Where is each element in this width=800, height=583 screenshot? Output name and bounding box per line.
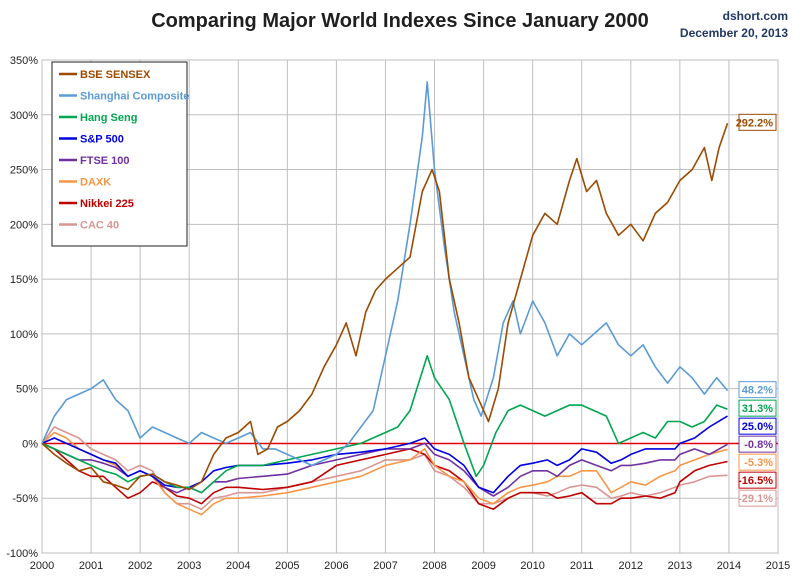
axes: -100% -50% 0% 50% 100% 150% 200% 250% 300% 350% 20… [6, 55, 790, 572]
source-date: December 20, 2013 [679, 26, 788, 40]
x-tick-label: 2001 [79, 560, 103, 572]
x-tick-label: 2003 [177, 560, 201, 572]
end-value-label: -16.5% [738, 475, 773, 487]
series-line-nikkei-225 [41, 442, 728, 511]
legend-box [51, 61, 188, 247]
x-tick-label: 2009 [471, 560, 495, 572]
end-label-box [738, 453, 777, 471]
end-label-box [738, 489, 777, 507]
x-tick-label: 2000 [30, 560, 54, 572]
x-tick-label: 2005 [275, 560, 299, 572]
x-tick-label: 2006 [324, 560, 348, 572]
x-tick-label: 2014 [717, 560, 741, 572]
y-tick-label: 300% [10, 110, 38, 122]
x-tick-label: 2002 [128, 560, 152, 572]
chart-title: Comparing Major World Indexes Since Janu… [151, 10, 649, 32]
source-block: dshort.com December 20, 2013 [680, 8, 788, 42]
y-tick-label: 250% [10, 165, 38, 177]
series-line-cac-40 [41, 426, 728, 511]
legend-entry: BSE SENSEX [80, 69, 151, 81]
x-tick-label: 2013 [668, 560, 692, 572]
legend-entry: S&P 500 [80, 134, 124, 146]
end-label-box [738, 381, 777, 399]
y-tick-label: 0% [22, 438, 38, 450]
series-lines [41, 81, 729, 516]
y-tick-label: 350% [10, 55, 38, 67]
end-label-box [738, 399, 777, 417]
legend-entry: Nikkei 225 [80, 198, 134, 210]
end-value-label: 31.3% [742, 403, 773, 415]
legend-entry: FTSE 100 [80, 155, 130, 167]
end-label-box [738, 471, 777, 489]
x-tick-label: 2015 [766, 560, 790, 572]
end-label-box [738, 435, 777, 453]
end-value-label: 48.2% [742, 385, 773, 397]
end-value-label: -5.3% [744, 457, 773, 469]
series-line-s-p-500 [41, 415, 728, 494]
end-value-label: 25.0% [742, 421, 773, 433]
series-line-bse-sensex [41, 123, 729, 491]
legend-entry: Hang Seng [80, 112, 137, 124]
legend-entry: CAC 40 [80, 220, 119, 232]
end-value-label: -29.1% [738, 493, 773, 505]
x-tick-label: 2004 [226, 560, 250, 572]
y-tick-label: -50% [12, 493, 38, 505]
y-tick-label: 150% [10, 274, 38, 286]
x-tick-label: 2008 [422, 560, 446, 572]
end-value-labels: 292.2% 48.2% 31.3% 25.0% -0.8% -5.3% -16.5% -29… [736, 113, 777, 507]
x-tick-label: 2012 [619, 560, 643, 572]
y-tick-label: 50% [16, 384, 38, 396]
legend-entry: DAXK [80, 177, 111, 189]
end-value-label: -0.8% [744, 439, 773, 451]
source-name[interactable]: dshort.com [722, 9, 788, 23]
x-tick-label: 2011 [570, 560, 594, 572]
legend-entry: Shanghai Composite [80, 91, 189, 103]
end-value-label: 292.2% [736, 117, 774, 129]
legend: BSE SENSEX Shanghai Composite Hang Seng S&P… [51, 61, 189, 247]
y-tick-label: -100% [6, 548, 38, 560]
end-label-box [738, 113, 777, 131]
end-label-box [738, 417, 777, 435]
x-tick-label: 2010 [520, 560, 544, 572]
y-tick-label: 100% [10, 329, 38, 341]
y-tick-label: 200% [10, 219, 38, 231]
x-tick-label: 2007 [373, 560, 397, 572]
